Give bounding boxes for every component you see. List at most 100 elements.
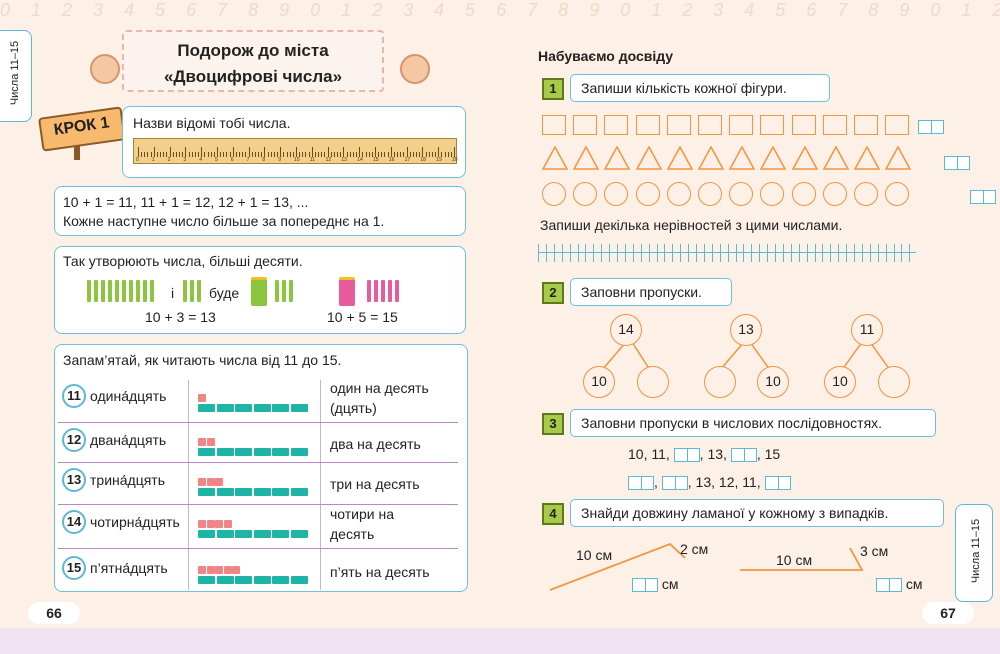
ruler-minor-tick — [447, 152, 449, 157]
ruler-number: 18 — [420, 157, 426, 163]
answer-box[interactable] — [764, 476, 791, 491]
one-brick — [232, 566, 240, 574]
ruler-number: 11 — [309, 157, 315, 163]
right-hand-icon — [400, 54, 430, 84]
one-brick — [206, 520, 215, 528]
ruler-number: 16 — [388, 157, 395, 163]
answer-box[interactable] — [632, 578, 658, 593]
circle-shape — [635, 182, 660, 206]
number-reading: чотири на десять — [330, 506, 395, 542]
answer-box[interactable] — [730, 448, 757, 463]
ruler-minor-tick — [239, 152, 241, 157]
ten-brick — [253, 404, 271, 412]
ten-brick — [290, 576, 308, 584]
answer-box[interactable] — [661, 476, 688, 491]
ruler-tick — [264, 147, 266, 157]
polyline-1-answer: см — [632, 576, 679, 593]
one-brick — [198, 394, 206, 402]
tree-3-right-blank[interactable] — [878, 366, 910, 398]
hatch-tick — [577, 244, 579, 262]
left-page-number: 66 — [28, 602, 80, 624]
ten-brick — [290, 448, 308, 456]
hatch-tick — [798, 244, 800, 262]
title-line-2: «Двоцифрові числа» — [163, 67, 343, 86]
ruler-number: 5 — [215, 157, 218, 163]
ruler-minor-tick — [160, 152, 162, 157]
pink-bundle-icon — [339, 277, 355, 306]
ruler-minor-tick — [270, 152, 272, 157]
ruler-number: 17 — [404, 157, 411, 163]
tree-1-right-blank[interactable] — [637, 366, 669, 398]
ruler-minor-tick — [198, 152, 200, 157]
row-separator — [58, 504, 458, 505]
task-3-badge: 3 — [542, 413, 564, 435]
tree-2-right: 10 — [757, 366, 789, 398]
ten-brick — [216, 404, 234, 412]
number-word: трина́дцять — [90, 472, 166, 488]
hatch-tick — [680, 244, 682, 262]
hatch-tick — [735, 244, 737, 262]
task-4-badge: 4 — [542, 503, 564, 525]
hatch-tick — [790, 244, 792, 262]
ruler-minor-tick — [299, 152, 301, 157]
unit-cm: см — [661, 576, 679, 592]
ruler-minor-tick — [283, 152, 285, 157]
answer-box[interactable] — [673, 448, 700, 463]
ruler-minor-tick — [349, 152, 351, 157]
ruler-minor-tick — [381, 152, 383, 157]
circle-shape — [885, 182, 910, 206]
circle-shape — [604, 182, 629, 206]
right-page-number: 67 — [922, 602, 974, 624]
hatch-tick — [869, 244, 871, 262]
ruler-number: 13 — [341, 157, 347, 163]
answer-box[interactable] — [944, 155, 970, 170]
hatch-tick — [545, 244, 547, 262]
hatch-tick — [672, 244, 674, 262]
left-hand-icon — [90, 54, 120, 84]
ruler-minor-tick — [314, 152, 316, 157]
ten-brick — [198, 530, 215, 538]
answer-box[interactable] — [918, 119, 944, 134]
hatch-tick — [711, 244, 713, 262]
ruler-tick — [169, 147, 171, 157]
table-divider-2 — [320, 380, 321, 590]
ruler-minor-tick — [409, 152, 411, 157]
number-circle: 15 — [62, 556, 86, 580]
ten-brick — [253, 530, 271, 538]
sequence-equations: 10 + 1 = 11, 11 + 1 = 12, 12 + 1 = 13, .… — [63, 194, 309, 210]
ten-brick — [272, 404, 289, 412]
answer-box[interactable] — [970, 189, 996, 204]
ten-brick — [290, 404, 308, 412]
ruler-minor-tick — [324, 152, 326, 157]
ruler-tick — [343, 147, 345, 157]
sequence-1-start: 10, 11, — [628, 446, 670, 462]
bundle-plus-three-sticks — [275, 280, 296, 307]
tree-2-left-blank[interactable] — [704, 366, 736, 398]
one-brick — [206, 566, 215, 574]
ruler-minor-tick — [378, 152, 380, 157]
ruler-minor-tick — [254, 152, 256, 157]
green-bundle-icon — [251, 277, 267, 306]
three-green-sticks — [183, 280, 204, 307]
card-reading-numbers: Запам’ятай, як читають числа від 11 до 1… — [54, 344, 468, 592]
number-word: одина́дцять — [90, 388, 167, 404]
answer-box[interactable] — [876, 578, 902, 593]
row-separator — [58, 422, 458, 423]
ruler-minor-tick — [182, 152, 184, 157]
one-brick — [215, 520, 223, 528]
ruler-minor-tick — [188, 152, 190, 157]
ruler-tick — [280, 147, 282, 157]
ruler-number: 1 — [151, 157, 155, 163]
hatch-tick — [909, 244, 911, 262]
circle-shape — [573, 182, 598, 206]
ruler-minor-tick — [267, 152, 269, 157]
hatch-tick — [743, 244, 745, 262]
ruler-minor-tick — [450, 152, 452, 157]
ten-brick — [198, 448, 215, 456]
polyline-2-answer: см — [876, 576, 923, 593]
sequence-2: , , 13, 12, 11, — [628, 474, 791, 491]
ruler-tick — [390, 147, 392, 157]
answer-box[interactable] — [628, 476, 654, 491]
ruler-minor-tick — [229, 152, 231, 157]
ten-brick — [272, 488, 289, 496]
